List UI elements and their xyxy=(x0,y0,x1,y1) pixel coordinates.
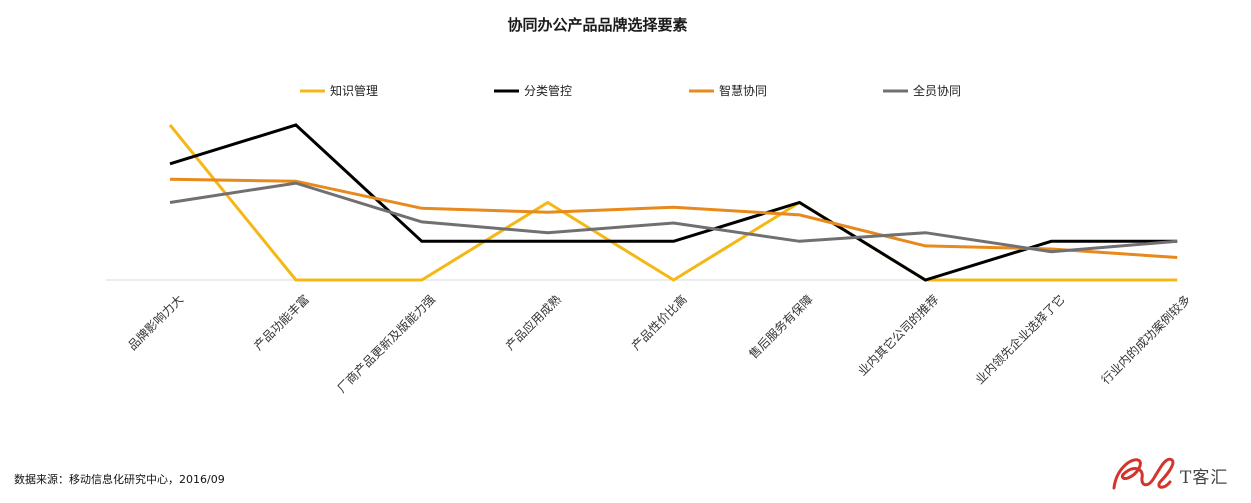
x-tick-label: 行业内的成功案例较多 xyxy=(1098,292,1193,387)
x-tick-label: 厂商产品更新及版能力强 xyxy=(334,292,438,396)
x-tick-labels: 品牌影响力大 产品功能丰富 厂商产品更新及版能力强 产品应用成熟 产品性价比高 售后服务有… xyxy=(125,292,1194,396)
x-tick-label: 产品性价比高 xyxy=(628,292,690,354)
x-tick-label: 产品功能丰富 xyxy=(250,292,312,354)
series-line-2 xyxy=(169,123,1178,282)
brand-name: T客汇 xyxy=(1180,468,1229,488)
brand-logo xyxy=(1112,457,1175,490)
source-note: 数据来源：移动信息化研究中心，2016/09 xyxy=(14,473,225,486)
legend: 知识管理 分类管控 智慧协同 全员协同 xyxy=(300,83,961,98)
legend-label-3: 智慧协同 xyxy=(719,83,767,98)
series-line-3 xyxy=(169,177,1178,259)
legend-item-3: 智慧协同 xyxy=(689,83,767,98)
legend-item-4: 全员协同 xyxy=(883,83,961,98)
series-line-1 xyxy=(168,124,1178,282)
legend-item-2: 分类管控 xyxy=(494,83,572,98)
chart-title: 协同办公产品品牌选择要素 xyxy=(507,16,688,34)
x-tick-label: 业内其它公司的推荐 xyxy=(855,292,942,379)
x-tick-label: 品牌影响力大 xyxy=(125,292,187,354)
series-line-4 xyxy=(169,181,1178,254)
legend-item-1: 知识管理 xyxy=(300,83,378,98)
legend-label-1: 知识管理 xyxy=(330,83,378,98)
legend-label-4: 全员协同 xyxy=(913,83,961,98)
x-tick-label: 售后服务有保障 xyxy=(746,292,816,362)
series-layer xyxy=(168,123,1178,282)
legend-label-2: 分类管控 xyxy=(524,83,572,98)
x-tick-label: 业内领先企业选择了它 xyxy=(972,292,1067,387)
x-tick-label: 产品应用成熟 xyxy=(502,292,564,354)
